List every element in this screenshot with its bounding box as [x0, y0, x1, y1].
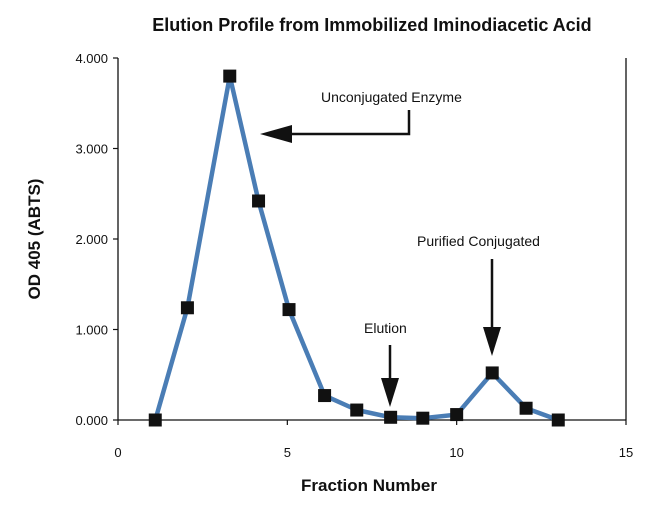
- y-tick-label: 4.000: [75, 51, 108, 66]
- annotations: Unconjugated Enzyme Elution Purified Con…: [260, 89, 540, 407]
- data-markers: [148, 69, 565, 427]
- chart-title: Elution Profile from Immobilized Iminodi…: [152, 15, 591, 35]
- y-tick-label: 3.000: [75, 142, 108, 157]
- y-tick-label: 2.000: [75, 232, 108, 247]
- data-point: [350, 403, 364, 417]
- data-point: [416, 411, 430, 425]
- annotation-unconjugated-enzyme: Unconjugated Enzyme: [321, 89, 462, 105]
- annotation-purified-arrowhead: [483, 327, 501, 356]
- x-tick-label: 15: [619, 445, 633, 460]
- x-ticks: 0 5 10 15: [114, 420, 633, 460]
- annotation-unconjugated-arrow: [290, 110, 411, 136]
- axes: [117, 58, 627, 421]
- data-point: [223, 69, 237, 83]
- data-point: [450, 408, 464, 422]
- annotation-elution: Elution: [364, 320, 407, 336]
- data-point: [180, 301, 194, 315]
- x-axis-label: Fraction Number: [301, 476, 437, 495]
- x-tick-label: 0: [114, 445, 121, 460]
- data-point: [148, 413, 162, 427]
- y-tick-label: 1.000: [75, 323, 108, 338]
- data-point: [384, 410, 398, 424]
- x-tick-label: 10: [449, 445, 463, 460]
- y-tick-label: 0.000: [75, 413, 108, 428]
- y-ticks: 0.000 1.000 2.000 3.000 4.000: [75, 51, 118, 428]
- data-point: [252, 194, 266, 208]
- annotation-elution-arrowhead: [381, 378, 399, 407]
- annotation-unconjugated-arrowhead: [260, 125, 292, 143]
- data-point: [318, 389, 332, 403]
- data-point: [485, 366, 499, 380]
- y-axis-label: OD 405 (ABTS): [25, 179, 44, 300]
- data-point: [519, 401, 533, 415]
- data-point: [551, 413, 565, 427]
- annotation-purified-conjugated: Purified Conjugated: [417, 233, 540, 249]
- data-point: [282, 303, 296, 317]
- x-tick-label: 5: [284, 445, 291, 460]
